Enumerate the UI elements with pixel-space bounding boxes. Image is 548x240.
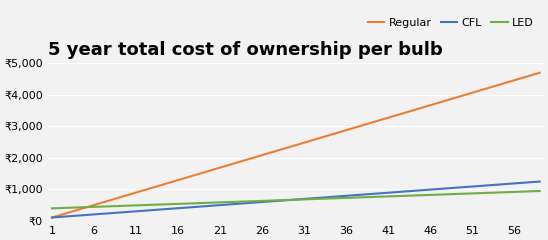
Regular [301, 141, 307, 144]
CFL [301, 198, 307, 200]
LED [99, 205, 106, 208]
LED [402, 194, 408, 197]
Regular [536, 71, 543, 74]
LED [301, 198, 307, 201]
Line: LED: LED [52, 191, 540, 208]
CFL [175, 207, 181, 210]
LED [536, 190, 543, 192]
Regular [124, 194, 131, 197]
Legend: Regular, CFL, LED: Regular, CFL, LED [363, 14, 538, 33]
Line: CFL: CFL [52, 181, 540, 217]
Regular [99, 201, 106, 204]
CFL [536, 180, 543, 183]
Regular [402, 111, 408, 114]
CFL [124, 210, 131, 213]
Regular [49, 216, 55, 219]
LED [124, 204, 131, 207]
CFL [402, 190, 408, 193]
Regular [66, 211, 72, 214]
CFL [49, 216, 55, 219]
Line: Regular: Regular [52, 73, 540, 217]
LED [49, 207, 55, 210]
LED [66, 206, 72, 209]
Text: 5 year total cost of ownership per bulb: 5 year total cost of ownership per bulb [48, 41, 443, 59]
CFL [66, 215, 72, 218]
CFL [99, 212, 106, 215]
Regular [175, 179, 181, 181]
LED [175, 202, 181, 205]
